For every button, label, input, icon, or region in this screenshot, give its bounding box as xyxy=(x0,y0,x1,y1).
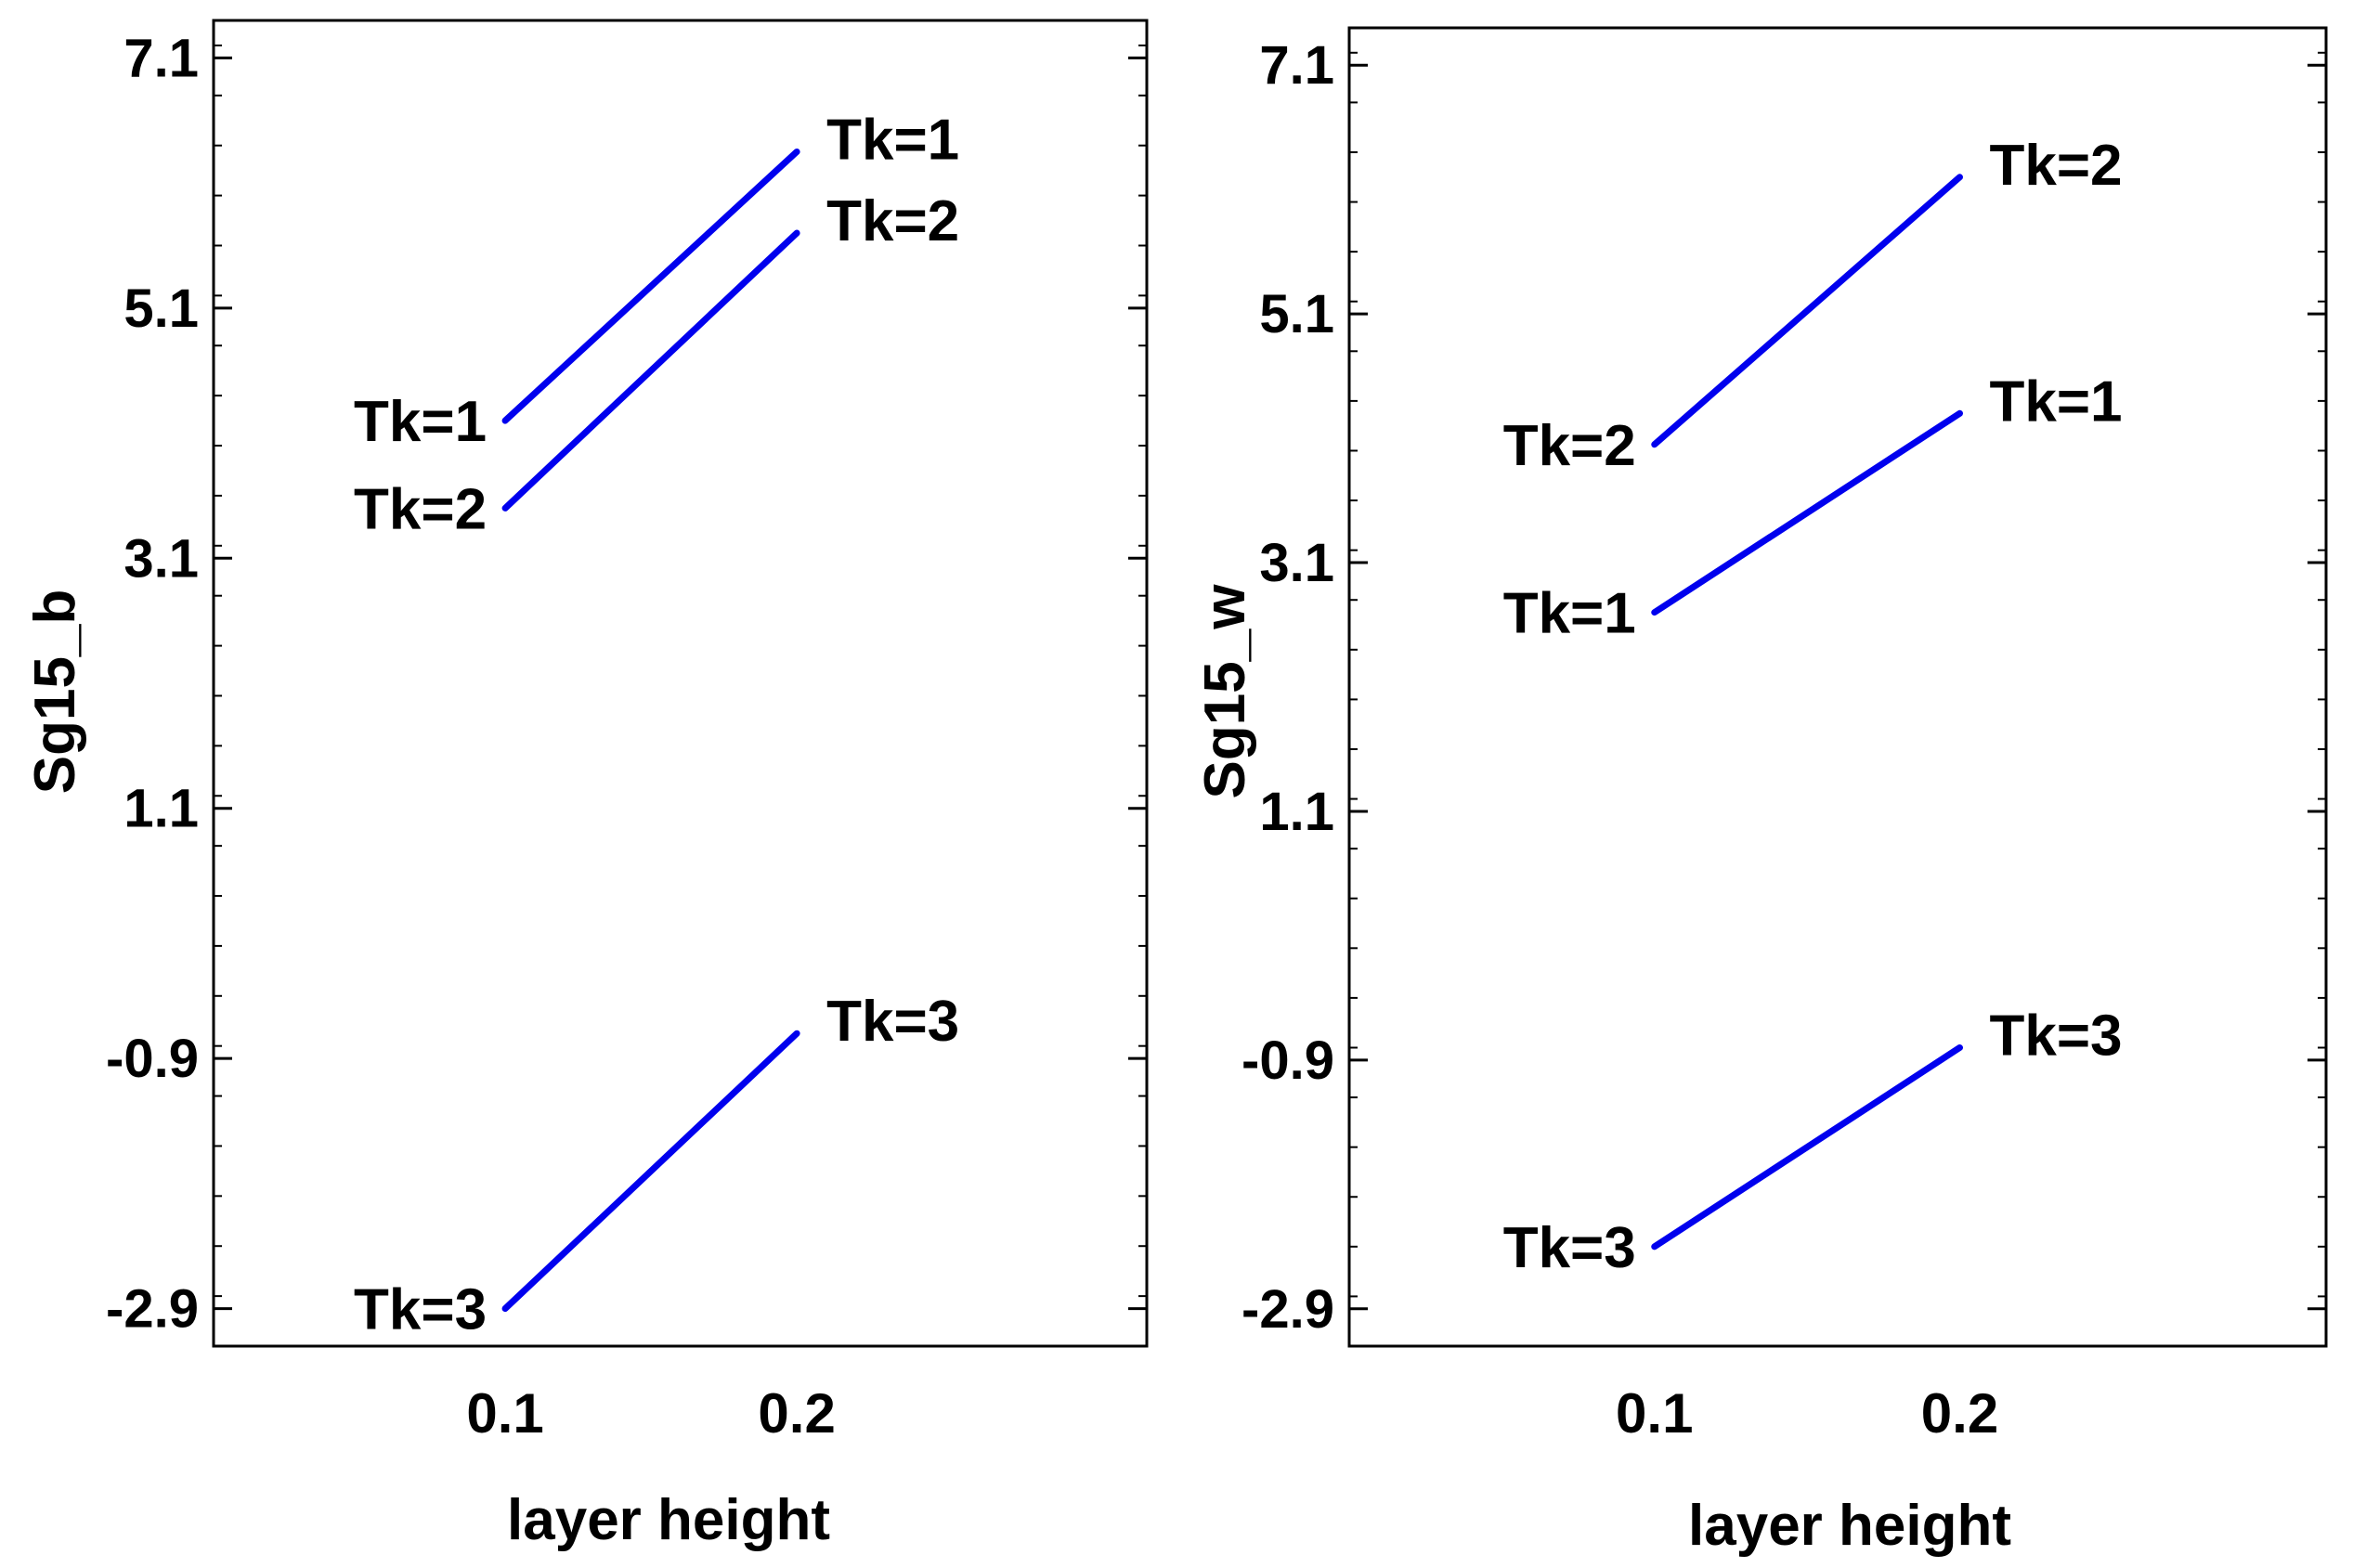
left-series-line-2 xyxy=(501,229,800,512)
right-series-end-label: Tk=1 xyxy=(1990,369,2123,434)
left-series-line-1 xyxy=(501,148,800,424)
left-ytick-label: -0.9 xyxy=(106,1029,199,1089)
left-ytick-label: 1.1 xyxy=(124,779,199,839)
right-series-end-label: Tk=3 xyxy=(1990,1004,2123,1068)
right-ytick-label: 5.1 xyxy=(1259,284,1334,344)
right-series-end-label: Tk=2 xyxy=(1990,134,2123,198)
left-ytick-label: 3.1 xyxy=(124,528,199,589)
left-series-end-label: Tk=3 xyxy=(826,990,959,1054)
left-plot-frame xyxy=(212,19,1149,1348)
left-series-end-label: Tk=2 xyxy=(826,189,959,253)
left-series-start-label: Tk=3 xyxy=(354,1278,487,1342)
right-ytick-label: 3.1 xyxy=(1259,533,1334,593)
left-ytick-label: 7.1 xyxy=(124,28,199,88)
left-series-end-label: Tk=1 xyxy=(826,108,959,172)
right-series-start-label: Tk=3 xyxy=(1503,1216,1636,1280)
right-series-start-label: Tk=2 xyxy=(1503,414,1636,478)
right-ytick-label: 1.1 xyxy=(1259,782,1334,842)
left-xtick-label: 0.2 xyxy=(758,1382,835,1445)
right-ytick-label: 7.1 xyxy=(1259,35,1334,96)
right-ytick-label: -0.9 xyxy=(1242,1030,1334,1091)
right-series-line-1 xyxy=(1651,174,1963,448)
left-xlabel: layer height xyxy=(507,1488,830,1552)
right-plot-frame xyxy=(1347,26,2328,1348)
left-series-line-3 xyxy=(501,1030,800,1313)
left-ytick-label: -2.9 xyxy=(106,1279,199,1340)
right-ytick-label: -2.9 xyxy=(1242,1279,1334,1340)
left-chart-panel: Sg15_b layer height -2.9 -0.9 1.1 3.1 5.1 7.1… xyxy=(23,19,1149,1552)
right-xtick-label: 0.2 xyxy=(1921,1382,1998,1445)
right-xlabel: layer height xyxy=(1688,1494,2011,1558)
left-series-start-label: Tk=1 xyxy=(354,390,487,454)
left-series-start-label: Tk=2 xyxy=(354,477,487,541)
left-ytick-label: 5.1 xyxy=(124,279,199,339)
right-series-line-3 xyxy=(1651,1043,1963,1251)
right-chart-panel: Sg15_w layer height -2.9 -0.9 1.1 3.1 5.1 7.1… xyxy=(1193,26,2328,1558)
right-series-start-label: Tk=1 xyxy=(1503,582,1636,646)
right-ylabel: Sg15_w xyxy=(1193,584,1257,799)
left-xtick-label: 0.1 xyxy=(466,1382,543,1445)
left-ylabel: Sg15_b xyxy=(23,590,87,795)
right-xtick-label: 0.1 xyxy=(1616,1382,1693,1445)
right-series-line-2 xyxy=(1651,409,1963,616)
